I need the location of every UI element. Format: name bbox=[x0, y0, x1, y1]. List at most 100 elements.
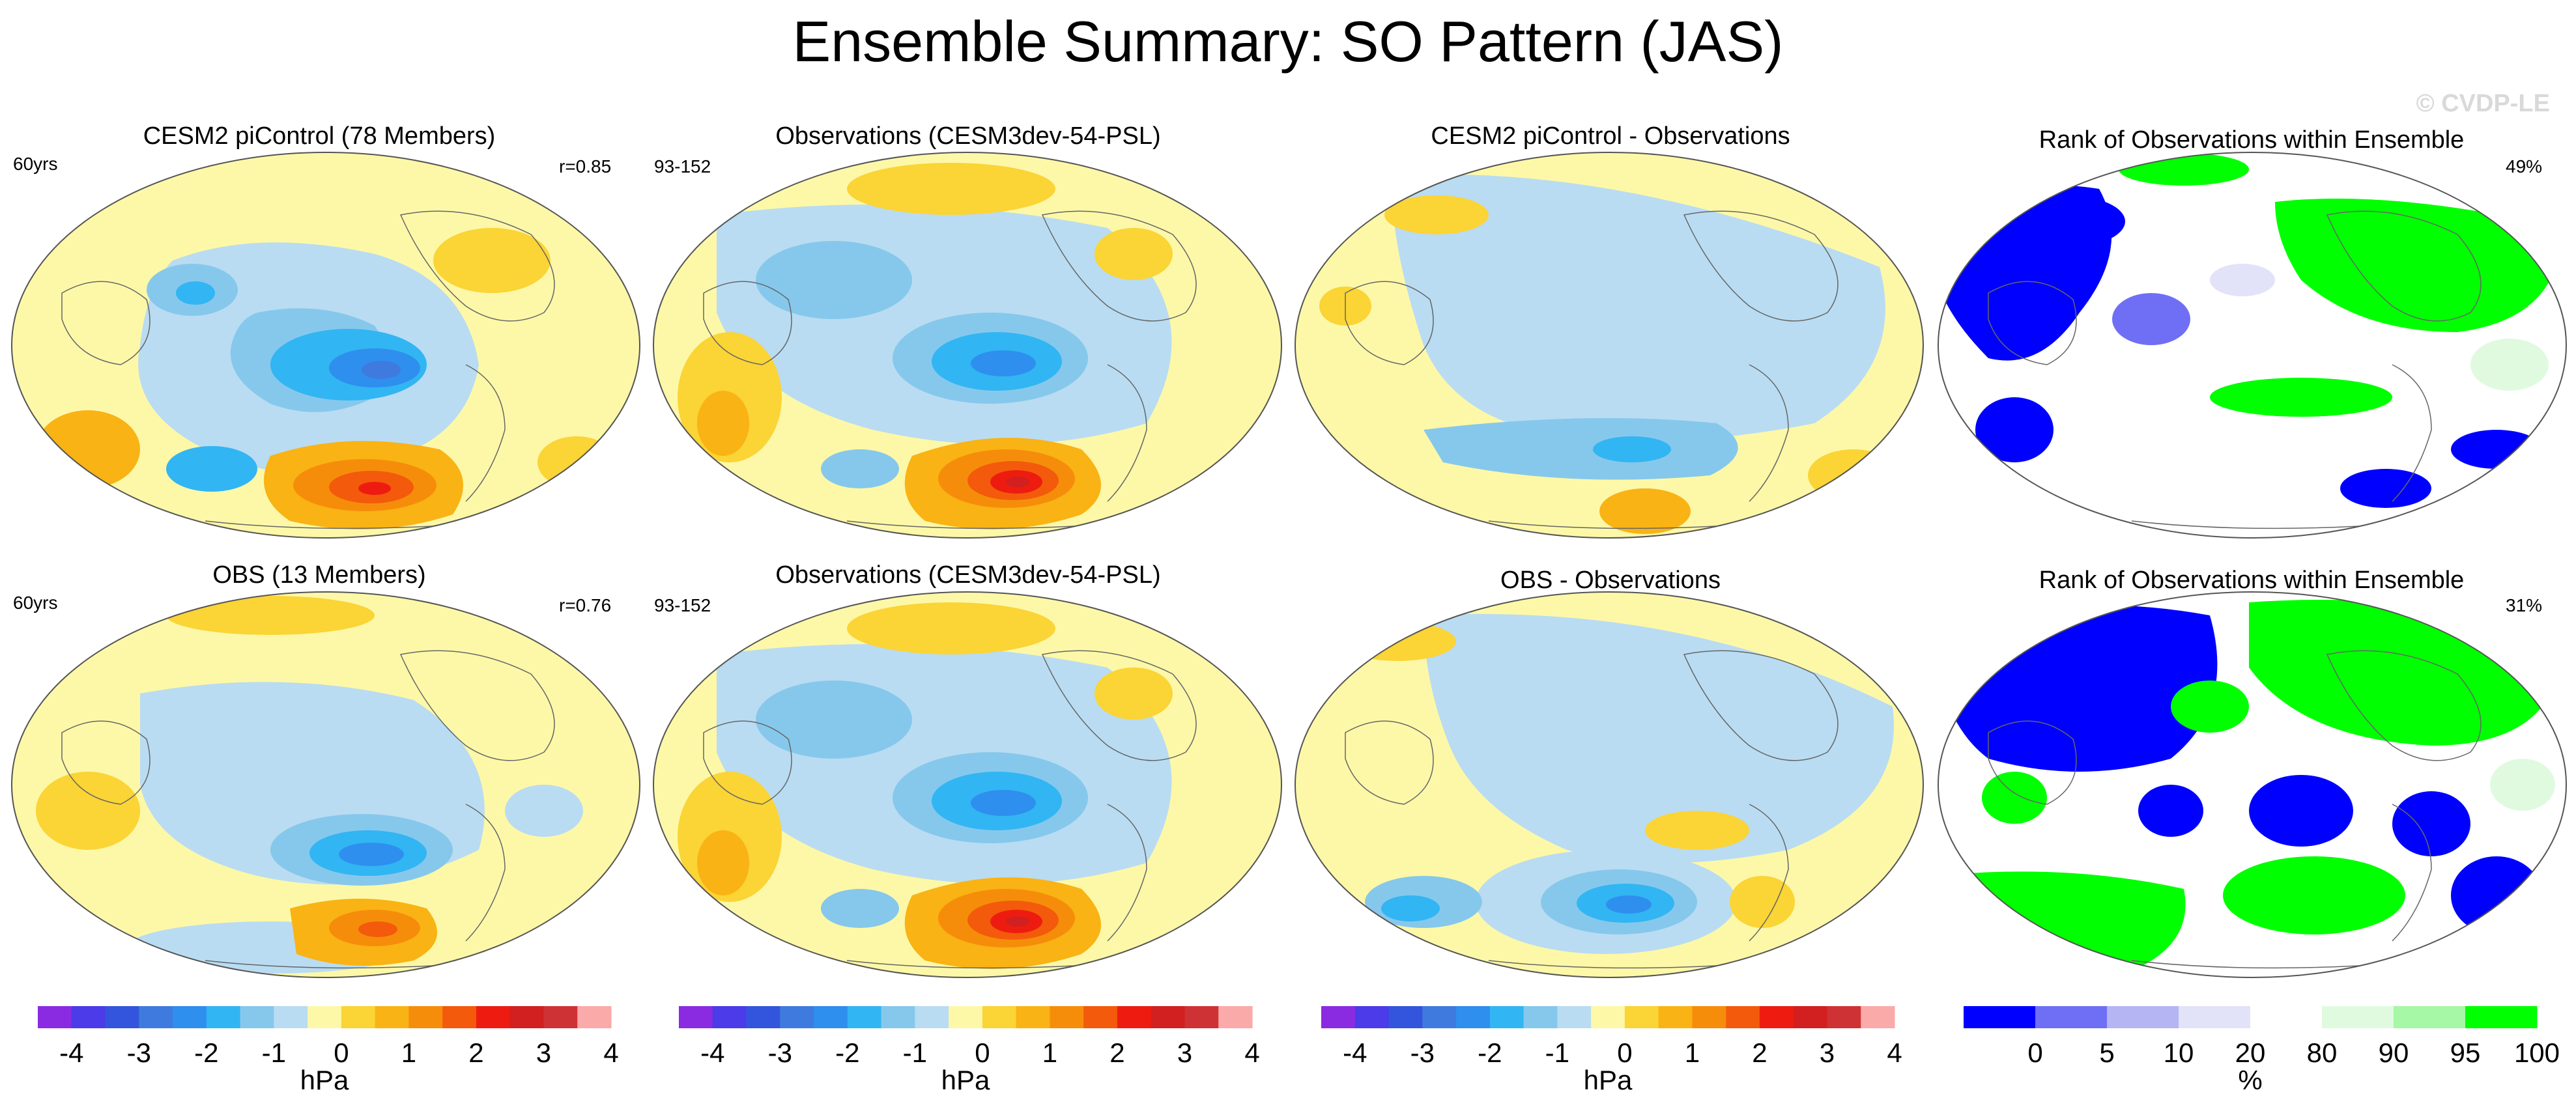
colorbar-swatch bbox=[1218, 1006, 1253, 1028]
colorbar-swatch bbox=[1151, 1006, 1185, 1028]
map-outline bbox=[653, 591, 1282, 978]
map-rank bbox=[1938, 591, 2567, 978]
rank-low-region bbox=[1975, 397, 2054, 462]
colorbar-tick-label: -3 bbox=[768, 1037, 792, 1068]
colorbar-tick-label: -2 bbox=[835, 1037, 859, 1068]
colorbar-tick-label: 2 bbox=[1752, 1037, 1767, 1068]
colorbar-tick-label: 0 bbox=[2027, 1037, 2042, 1068]
colorbar-swatch bbox=[2035, 1006, 2108, 1028]
colorbar-tick-label: 100 bbox=[2514, 1037, 2560, 1068]
contour-negative-core bbox=[362, 361, 401, 379]
contour-negative-region bbox=[821, 889, 899, 928]
colorbar-swatch bbox=[1861, 1006, 1895, 1028]
coastline bbox=[1988, 720, 2077, 805]
panel-title-rank: Rank of Observations within Ensemble bbox=[2039, 126, 2465, 154]
colorbar-swatch bbox=[1321, 1006, 1356, 1028]
contour-positive-region bbox=[166, 596, 375, 635]
colorbar-swatch bbox=[949, 1006, 983, 1028]
map-outline bbox=[11, 591, 640, 978]
contour-negative-core bbox=[1593, 436, 1671, 462]
colorbar-swatch bbox=[847, 1006, 882, 1028]
contour-positive-region bbox=[1095, 228, 1173, 280]
contour-positive-region bbox=[1384, 195, 1489, 234]
coastline bbox=[399, 210, 555, 322]
colorbar-swatch bbox=[1759, 1006, 1794, 1028]
colorbar-tick-label: 80 bbox=[2307, 1037, 2338, 1068]
contour-positive-region bbox=[847, 602, 1055, 654]
panel-years-label: 60yrs bbox=[13, 154, 58, 174]
rank-high-region bbox=[2119, 153, 2249, 186]
figure-title: Ensemble Summary: SO Pattern (JAS) bbox=[792, 9, 1784, 74]
panel-title-obs-ensemble: OBS (13 Members) bbox=[212, 561, 426, 589]
colorbar-tick-label: 90 bbox=[2379, 1037, 2409, 1068]
colorbar-swatch bbox=[71, 1006, 106, 1028]
rank-low-region bbox=[2392, 791, 2470, 856]
contour-negative-region bbox=[756, 681, 912, 759]
colorbar-tick-label: -1 bbox=[903, 1037, 927, 1068]
colorbar-swatch bbox=[577, 1006, 612, 1028]
coastline bbox=[1041, 650, 1197, 761]
colorbar-tick-label: 3 bbox=[1820, 1037, 1835, 1068]
contour-positive-region bbox=[1808, 449, 1899, 501]
colorbar-tick-label: 3 bbox=[1177, 1037, 1192, 1068]
colorbar-swatch bbox=[2465, 1006, 2538, 1028]
coastline bbox=[703, 720, 792, 805]
panel-years-label: 93-152 bbox=[654, 156, 711, 176]
colorbar-swatch bbox=[746, 1006, 780, 1028]
map-observations bbox=[653, 591, 1282, 978]
colorbar-tick-label: -2 bbox=[1478, 1037, 1502, 1068]
map-difference bbox=[1295, 591, 1924, 978]
colorbar-rank: 0 5 10 20 80 90 95 100% bbox=[1964, 1006, 2560, 1095]
colorbar-swatch bbox=[1793, 1006, 1827, 1028]
colorbar-swatch bbox=[1083, 1006, 1118, 1028]
colorbar-hpa: -4 -3 -2 -1 0 1 2 3 4 hPa bbox=[679, 1006, 1260, 1095]
coastline bbox=[1749, 804, 1789, 942]
colorbar-swatch bbox=[2250, 1006, 2323, 1028]
coastline bbox=[2326, 650, 2482, 761]
colorbar-swatch bbox=[173, 1006, 207, 1028]
panel-title-difference: CESM2 piControl - Observations bbox=[1431, 122, 1790, 150]
map-outline bbox=[653, 152, 1282, 539]
colorbar-tick-label: -2 bbox=[194, 1037, 218, 1068]
colorbar-swatch bbox=[442, 1006, 477, 1028]
colorbar-swatch bbox=[1658, 1006, 1693, 1028]
colorbar-swatch bbox=[1523, 1006, 1558, 1028]
map-outline bbox=[1295, 591, 1924, 978]
map-outline bbox=[11, 152, 640, 539]
colorbar-hpa: -4 -3 -2 -1 0 1 2 3 4 hPa bbox=[38, 1006, 619, 1095]
colorbar-swatch bbox=[1354, 1006, 1390, 1028]
rank-high-region bbox=[2470, 339, 2549, 391]
coastline bbox=[2392, 804, 2432, 942]
coastline bbox=[2392, 364, 2432, 502]
panel-correlation-label: r=0.85 bbox=[559, 156, 612, 176]
colorbar-tick-label: 0 bbox=[334, 1037, 349, 1068]
coastline bbox=[1749, 364, 1789, 502]
colorbar-swatch bbox=[105, 1006, 139, 1028]
colorbar-swatch bbox=[1184, 1006, 1219, 1028]
contour-positive-region bbox=[36, 410, 140, 488]
colorbar-unit-label: hPa bbox=[1584, 1065, 1633, 1095]
coastline bbox=[1345, 281, 1434, 365]
colorbar-swatch bbox=[1422, 1006, 1457, 1028]
colorbar-tick-label: -3 bbox=[127, 1037, 151, 1068]
rank-low-region bbox=[2340, 469, 2431, 508]
colorbar-unit-label: hPa bbox=[941, 1065, 990, 1095]
colorbar-tick-label: 5 bbox=[2099, 1037, 2114, 1068]
rank-high-region bbox=[2275, 199, 2562, 332]
panel-title-rank: Rank of Observations within Ensemble bbox=[2039, 567, 2465, 594]
panel-rank-percent-label: 49% bbox=[2506, 156, 2543, 176]
panel-years-label: 93-152 bbox=[654, 595, 711, 615]
map-observations bbox=[653, 152, 1282, 539]
coastline bbox=[1345, 720, 1434, 805]
colorbar-tick-label: 2 bbox=[468, 1037, 483, 1068]
colorbar-swatch bbox=[881, 1006, 915, 1028]
rank-low-region bbox=[2210, 264, 2275, 296]
colorbar-swatch bbox=[341, 1006, 376, 1028]
colorbar-swatch bbox=[780, 1006, 814, 1028]
colorbar-tick-label: -1 bbox=[1545, 1037, 1569, 1068]
colorbar-tick-label: 10 bbox=[2164, 1037, 2194, 1068]
contour-positive-region bbox=[697, 391, 749, 456]
coastline bbox=[1683, 650, 1839, 761]
colorbar-swatch bbox=[2322, 1006, 2394, 1028]
coastline bbox=[703, 281, 792, 365]
